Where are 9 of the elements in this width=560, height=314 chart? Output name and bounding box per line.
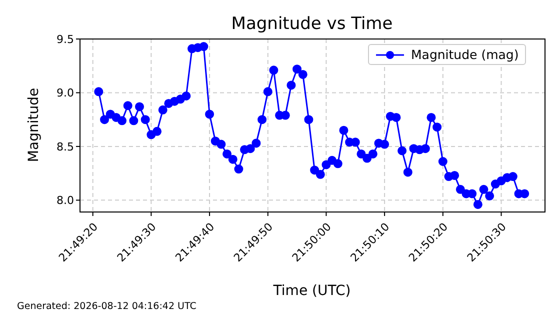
legend-label: Magnitude (mag) — [411, 47, 519, 62]
chart-title: Magnitude vs Time — [231, 14, 393, 34]
text: Generated: 2026-08-12 04:16:42 UTC — [17, 301, 197, 312]
y-tick-label: 8.5 — [56, 140, 74, 154]
y-axis-title: Magnitude — [26, 88, 42, 162]
y-tick-label: 8.0 — [56, 194, 74, 208]
y-tick-label: 9.5 — [56, 32, 74, 46]
y-tick-label: 9.0 — [56, 86, 74, 100]
x-axis-title: Time (UTC) — [272, 283, 351, 299]
